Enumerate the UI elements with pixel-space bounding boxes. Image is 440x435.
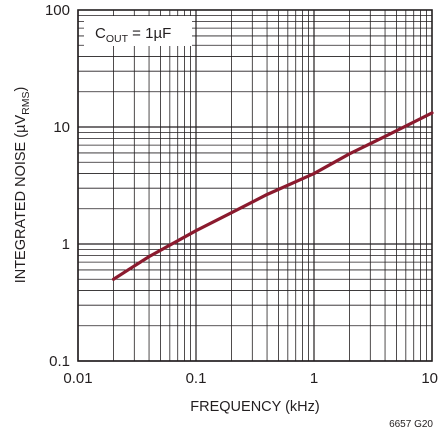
annotation-rest: = 1µF: [128, 25, 171, 42]
y-tick-label: 0.1: [49, 353, 70, 370]
y-axis-title: INTEGRATED NOISE (µVRMS): [13, 87, 32, 284]
x-tick-labels: 0.01 0.1 1 10: [63, 370, 438, 387]
series-layer: [111, 111, 434, 281]
y-axis-title-main: INTEGRATED NOISE (µV: [13, 115, 29, 284]
x-tick-label: 1: [310, 370, 318, 387]
y-tick-label: 10: [53, 119, 70, 136]
annotation-sub: OUT: [106, 33, 129, 45]
series-line: [111, 111, 434, 281]
plot-border: [77, 9, 433, 362]
figure-id: 6657 G20: [389, 419, 433, 430]
y-axis-title-sub: RMS: [20, 92, 32, 115]
annotation-box: COUT = 1µF: [84, 16, 192, 46]
grid-lines: [77, 10, 432, 362]
y-tick-label: 100: [45, 2, 70, 19]
y-tick-label: 1: [62, 236, 70, 253]
x-tick-label: 10: [421, 370, 438, 387]
x-tick-label: 0.01: [63, 370, 92, 387]
x-tick-label: 0.1: [186, 370, 207, 387]
annotation-label: COUT = 1µF: [95, 25, 171, 45]
y-axis-title-end: ): [13, 87, 29, 92]
plot-background: [78, 10, 432, 361]
annotation-main: C: [95, 25, 106, 42]
annotation-background: [84, 16, 192, 46]
y-tick-labels: 0.1 1 10 100: [45, 2, 70, 370]
x-axis-title: FREQUENCY (kHz): [190, 399, 319, 415]
